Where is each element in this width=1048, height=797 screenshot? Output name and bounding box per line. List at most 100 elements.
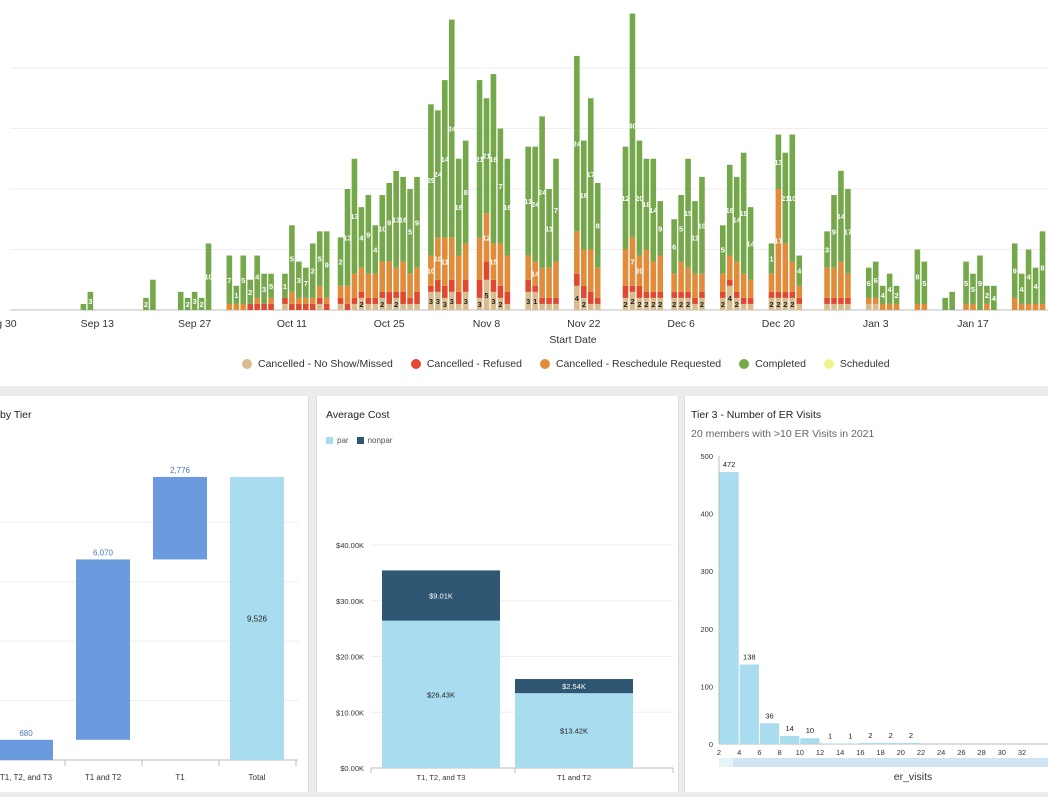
top-bar-segment bbox=[532, 285, 538, 292]
er-y-tick-label: 100 bbox=[700, 682, 713, 691]
top-bar-segment bbox=[296, 303, 302, 310]
top-bar-segment bbox=[476, 237, 483, 280]
top-bar-label: 9 bbox=[325, 261, 329, 270]
legend-item[interactable]: Cancelled - No Show/Missed bbox=[242, 358, 393, 370]
top-bar-segment bbox=[462, 140, 469, 244]
top-bar-segment bbox=[789, 261, 796, 292]
top-bar-label: 12 bbox=[482, 233, 490, 242]
top-bar-segment bbox=[1039, 303, 1046, 310]
top-bar-label: 16 bbox=[726, 206, 734, 215]
top-bar-segment bbox=[824, 231, 830, 268]
top-x-tick-label: Jan 17 bbox=[957, 318, 989, 330]
top-bar-segment bbox=[831, 303, 837, 310]
top-bar-segment bbox=[497, 285, 504, 298]
top-bar-segment bbox=[337, 237, 344, 286]
legend-item[interactable]: Cancelled - Reschedule Requested bbox=[539, 358, 721, 370]
top-bar-label: 7 bbox=[304, 279, 308, 288]
er-bar-value-label: 14 bbox=[786, 724, 794, 733]
top-bar-segment bbox=[191, 291, 198, 310]
legend-item[interactable]: Completed bbox=[739, 358, 806, 370]
top-bar-segment bbox=[546, 297, 552, 304]
legend-item[interactable]: Cancelled - Refused bbox=[410, 358, 522, 370]
cost-bar-segment bbox=[515, 693, 633, 768]
top-bar-segment bbox=[351, 273, 358, 298]
top-bar-segment bbox=[726, 285, 733, 310]
top-bar-label: 2 bbox=[186, 300, 190, 309]
top-bar-segment bbox=[504, 255, 511, 292]
top-bar-segment bbox=[344, 285, 351, 304]
top-bar-label: 5 bbox=[318, 255, 322, 264]
top-bar-label: 11 bbox=[545, 224, 553, 233]
cost-bar-label: $9.01K bbox=[429, 592, 453, 601]
top-bar-segment bbox=[442, 237, 448, 286]
top-bar-label: 4 bbox=[881, 291, 886, 300]
cost-bar-segment bbox=[515, 679, 633, 694]
top-bar-segment bbox=[476, 297, 483, 310]
top-bar-segment bbox=[226, 255, 233, 304]
top-x-tick-label: Sep 13 bbox=[81, 318, 114, 330]
top-bar-label: 5 bbox=[290, 255, 294, 264]
legend-label: Completed bbox=[755, 358, 806, 370]
legend-item[interactable]: Scheduled bbox=[823, 358, 890, 370]
cost-legend-item[interactable]: nonpar bbox=[356, 436, 392, 445]
top-bar-segment bbox=[448, 279, 455, 292]
waterfall-value-label: 9,526 bbox=[247, 614, 268, 623]
top-bar-segment bbox=[581, 140, 587, 250]
top-bar-segment bbox=[775, 134, 782, 189]
top-bar-label: 16 bbox=[580, 191, 588, 200]
top-bar-segment bbox=[782, 152, 789, 244]
top-bar-segment bbox=[636, 140, 643, 256]
top-bar-segment bbox=[1032, 303, 1039, 310]
legend-dot-icon bbox=[410, 359, 421, 369]
cost-legend-item[interactable]: par bbox=[326, 436, 349, 445]
top-x-tick-label: Jan 3 bbox=[863, 318, 889, 330]
top-bar-label: 10 bbox=[204, 273, 212, 282]
er-x-tick-label: 10 bbox=[796, 748, 804, 757]
top-bar-label: 14 bbox=[733, 215, 742, 224]
top-bar-label: 3 bbox=[464, 297, 468, 306]
top-bar-label: 4 bbox=[728, 294, 733, 303]
top-bar-segment bbox=[872, 303, 879, 310]
top-bar-segment bbox=[720, 225, 726, 274]
top-bar-segment bbox=[587, 303, 594, 310]
top-bar-segment bbox=[692, 303, 698, 310]
top-bar-label: 13 bbox=[774, 158, 782, 167]
top-bar-label: 3 bbox=[262, 285, 266, 294]
cost-y-tick-label: $0.00K bbox=[340, 764, 364, 773]
top-bar-segment bbox=[386, 182, 392, 262]
legend-square-icon bbox=[356, 437, 364, 444]
legend-dot-icon bbox=[242, 359, 252, 369]
top-bar-segment bbox=[1039, 231, 1046, 304]
top-bar-label: 4 bbox=[888, 285, 893, 294]
top-bar-label: 13 bbox=[343, 233, 351, 242]
top-bar-segment bbox=[400, 176, 406, 262]
top-bar-label: 8 bbox=[915, 273, 919, 282]
er-histogram-bar bbox=[780, 735, 800, 744]
top-bar-segment bbox=[303, 303, 309, 310]
top-bar-segment bbox=[455, 255, 462, 292]
top-bar-segment bbox=[824, 297, 830, 304]
top-bar-segment bbox=[414, 267, 420, 292]
top-bar-segment bbox=[789, 291, 796, 298]
top-bar-segment bbox=[532, 261, 538, 286]
top-bar-label: 7 bbox=[227, 276, 231, 285]
top-bar-label: 2 bbox=[498, 300, 502, 309]
top-bar-label: 3 bbox=[491, 297, 495, 306]
er-visits-title: Tier 3 - Number of ER Visits bbox=[691, 409, 822, 421]
top-bar-segment bbox=[1018, 273, 1025, 304]
top-bar-label: 14 bbox=[649, 206, 658, 215]
top-bar-segment bbox=[796, 303, 803, 310]
top-bar-segment bbox=[233, 285, 240, 304]
top-bar-segment bbox=[254, 255, 260, 298]
top-bar-segment bbox=[553, 303, 559, 310]
top-bar-segment bbox=[261, 273, 267, 304]
top-bar-segment bbox=[393, 297, 399, 310]
top-bar-segment bbox=[372, 303, 379, 310]
top-bar-segment bbox=[379, 261, 386, 292]
top-bar-segment bbox=[379, 291, 386, 298]
top-bar-label: 2 bbox=[679, 300, 683, 309]
er-x-tick-label: 2 bbox=[717, 748, 721, 757]
top-bar-segment bbox=[323, 303, 330, 310]
top-bar-segment bbox=[282, 273, 288, 298]
average-cost-title: Average Cost bbox=[326, 409, 390, 421]
